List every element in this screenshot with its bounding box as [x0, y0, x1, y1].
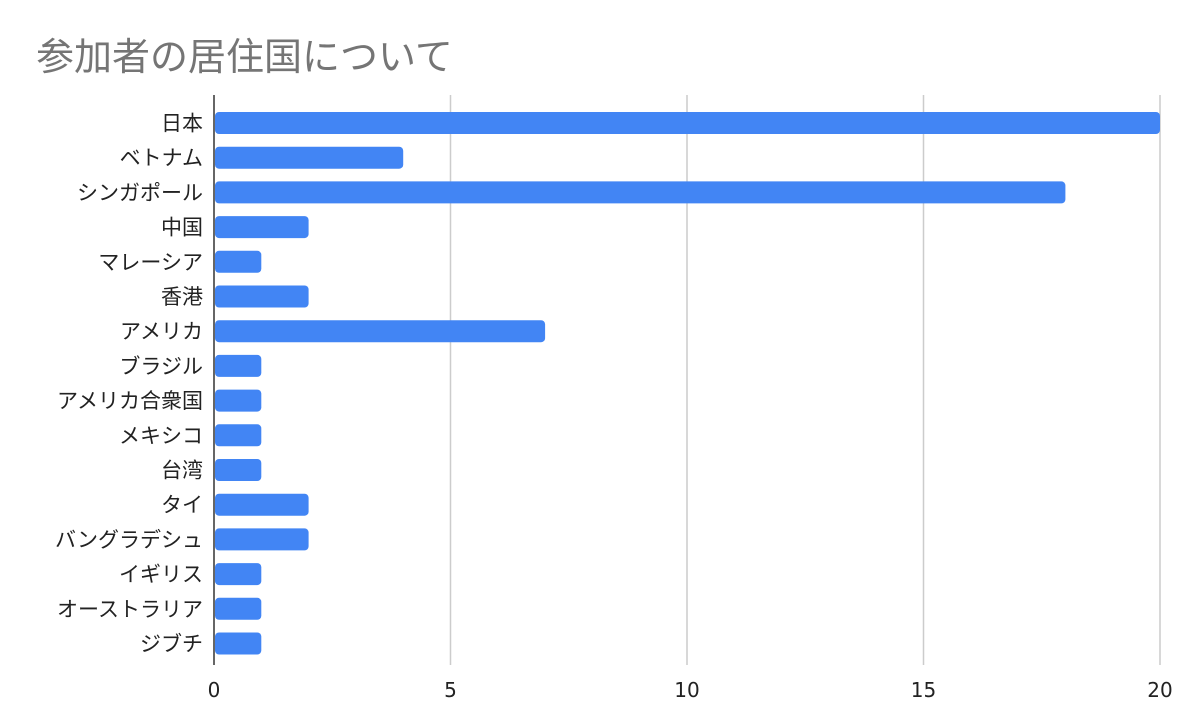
category-label: マレーシア: [98, 250, 203, 274]
bar: [215, 320, 546, 343]
category-label: ベトナム: [120, 146, 203, 170]
category-labels: 日本ベトナムシンガポール中国マレーシア香港アメリカブラジルアメリカ合衆国メキシコ…: [55, 112, 203, 657]
bar: [215, 563, 262, 586]
category-label: アメリカ: [120, 320, 203, 344]
category-label: 台湾: [161, 459, 203, 483]
x-tick-label: 5: [444, 678, 457, 702]
x-tick-label: 20: [1147, 678, 1172, 702]
category-label: 日本: [161, 112, 203, 136]
bar: [215, 597, 262, 620]
chart-title: 参加者の居住国について: [36, 35, 453, 79]
category-label: ブラジル: [119, 354, 203, 378]
bar: [215, 146, 404, 169]
category-label: バングラデシュ: [55, 528, 203, 552]
bar: [215, 354, 262, 377]
category-label: 中国: [161, 216, 203, 240]
category-label: シンガポール: [77, 181, 203, 205]
bar: [215, 389, 262, 412]
bar: [215, 493, 309, 516]
bar: [215, 285, 309, 308]
bars: [215, 112, 1160, 655]
bar: [215, 528, 309, 551]
category-label: メキシコ: [119, 424, 203, 448]
category-label: 香港: [161, 285, 203, 309]
bar: [215, 632, 262, 655]
category-label: タイ: [161, 493, 203, 517]
category-label: ジブチ: [140, 632, 203, 656]
grid-lines: [449, 95, 1161, 665]
tick-labels: 0 5 10 15 20: [208, 678, 1173, 702]
category-label: アメリカ合衆国: [57, 389, 203, 413]
category-label: イギリス: [119, 563, 203, 587]
bar: [215, 250, 262, 273]
bar: [215, 112, 1160, 134]
bar: [215, 181, 1066, 204]
bar: [215, 459, 262, 481]
category-label: オーストラリア: [57, 597, 203, 621]
bar: [215, 424, 262, 447]
x-tick-label: 10: [674, 678, 699, 702]
x-tick-label: 15: [911, 678, 936, 702]
x-tick-label: 0: [208, 678, 221, 702]
bar: [215, 216, 309, 239]
